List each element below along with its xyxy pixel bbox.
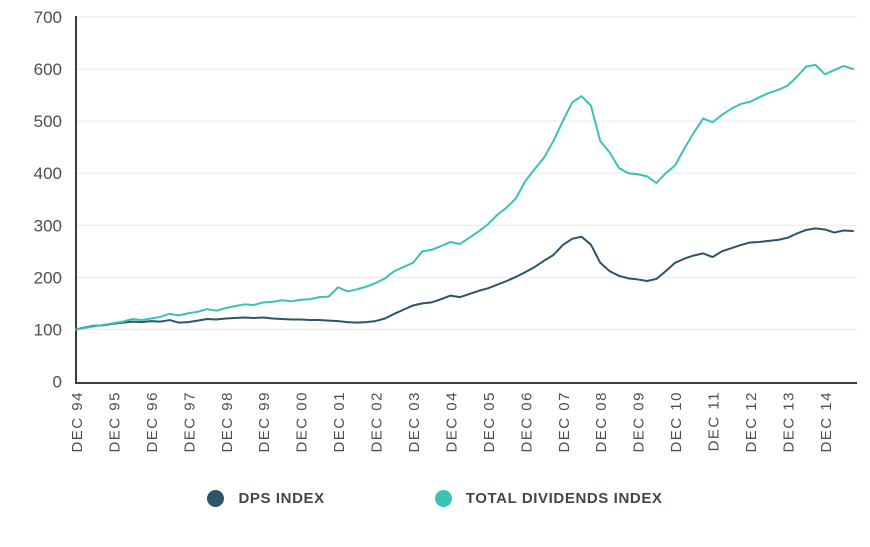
y-tick-label: 500 xyxy=(34,112,62,131)
x-tick-label: DEC 06 xyxy=(518,391,535,453)
y-tick-label: 0 xyxy=(53,373,62,392)
y-tick-label: 700 xyxy=(34,8,62,27)
x-tick-label: DEC 99 xyxy=(256,391,273,453)
x-tick-label: DEC 94 xyxy=(69,391,86,453)
y-tick-label: 100 xyxy=(34,320,62,339)
x-tick-label: DEC 95 xyxy=(106,391,123,453)
y-tick-label: 200 xyxy=(34,268,62,287)
legend-item-dps-index: DPS INDEX xyxy=(207,490,324,507)
x-tick-label: DEC 07 xyxy=(556,391,573,453)
y-tick-label: 400 xyxy=(34,164,62,183)
x-tick-label: DEC 10 xyxy=(668,391,685,453)
x-tick-label: DEC 04 xyxy=(443,391,460,453)
x-tick-label: DEC 97 xyxy=(181,391,198,453)
line-chart: 0 100 200 300 400 500 600 700 DEC 94 DEC 95 DEC 96… xyxy=(34,8,857,453)
x-tick-label: DEC 12 xyxy=(743,391,760,453)
series-line-total-dividends-index xyxy=(75,63,854,331)
chart-legend: DPS INDEX TOTAL DIVIDENDS INDEX xyxy=(0,490,870,507)
x-tick-label: DEC 00 xyxy=(294,391,311,453)
legend-label-dps-index: DPS INDEX xyxy=(238,490,325,507)
x-tick-label: DEC 09 xyxy=(631,391,648,453)
x-tick-label: DEC 02 xyxy=(369,391,386,453)
legend-item-total-dividends-index: TOTAL DIVIDENDS INDEX xyxy=(434,490,663,507)
x-tick-label: DEC 13 xyxy=(780,391,797,453)
legend-label-total-dividends-index: TOTAL DIVIDENDS INDEX xyxy=(465,490,663,507)
x-tick-label: DEC 96 xyxy=(144,391,161,453)
x-tick-label: DEC 08 xyxy=(593,391,610,453)
x-tick-label: DEC 03 xyxy=(406,391,423,453)
series-line-dps-index xyxy=(75,227,854,331)
dps-index-dot-icon xyxy=(207,490,225,507)
x-tick-label: DEC 98 xyxy=(219,391,236,453)
x-tick-label: DEC 11 xyxy=(706,391,723,451)
x-tick-label: DEC 14 xyxy=(818,391,835,453)
y-tick-label: 300 xyxy=(34,216,62,235)
total-dividends-index-dot-icon xyxy=(434,490,452,507)
y-tick-label: 600 xyxy=(34,60,62,79)
x-tick-label: DEC 05 xyxy=(481,391,498,453)
x-tick-label: DEC 01 xyxy=(331,391,348,453)
